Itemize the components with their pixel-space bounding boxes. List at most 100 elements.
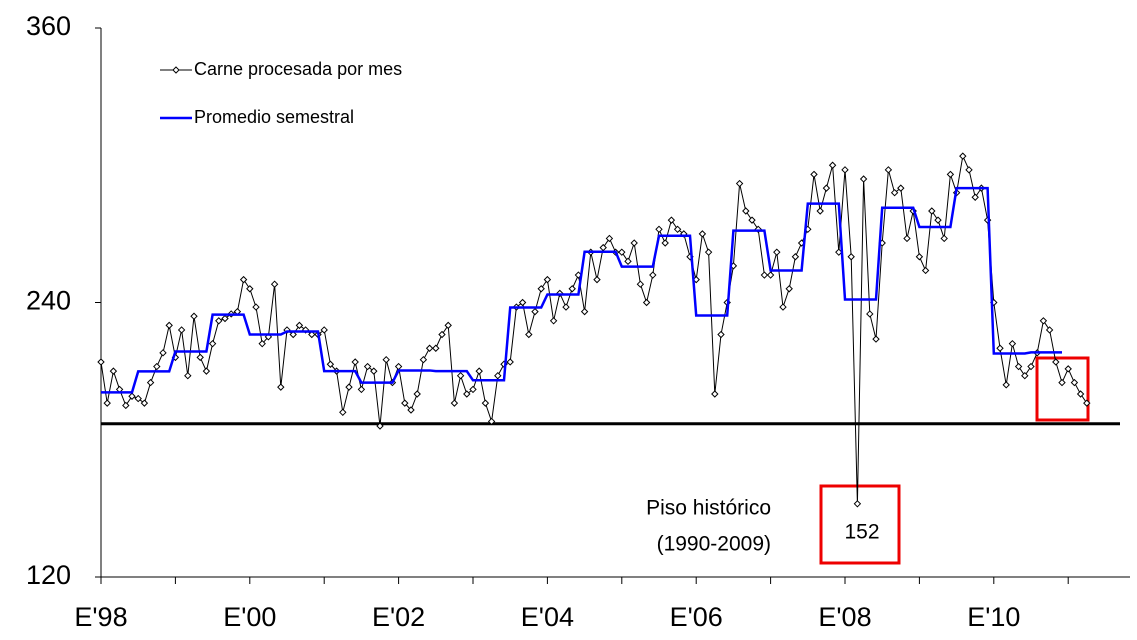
point [549, 317, 558, 325]
point [810, 170, 818, 179]
point [295, 321, 304, 330]
point [146, 378, 155, 387]
point [407, 406, 415, 414]
annotation: (1990-2009) [657, 533, 771, 556]
point [1014, 362, 1023, 371]
point [748, 216, 756, 224]
point [915, 253, 924, 261]
point [469, 385, 477, 394]
point [593, 275, 601, 284]
point [450, 399, 459, 407]
point [959, 152, 967, 160]
point [766, 271, 775, 279]
point [308, 330, 316, 339]
point [921, 266, 930, 275]
point [1002, 381, 1010, 389]
point [351, 358, 359, 366]
point [791, 253, 800, 261]
highlight-box [1035, 356, 1090, 422]
x-tick-label: E'08 [818, 602, 871, 632]
point [847, 253, 855, 261]
point [1021, 371, 1029, 380]
point [996, 344, 1004, 352]
x-tick-label: E'02 [372, 602, 425, 632]
point [853, 500, 862, 508]
point [494, 371, 502, 380]
point [859, 175, 868, 183]
point [475, 367, 483, 375]
x-tick-label: E'04 [521, 602, 574, 632]
point [828, 161, 837, 169]
point [1070, 378, 1079, 387]
point [357, 385, 366, 394]
point [109, 367, 118, 375]
point [481, 399, 490, 407]
point [618, 248, 626, 256]
point [425, 344, 434, 352]
point [580, 307, 589, 316]
point [506, 358, 514, 366]
point [401, 399, 409, 407]
point [742, 207, 750, 215]
y-tick-label: 120 [26, 560, 71, 590]
point [711, 390, 719, 398]
point [531, 307, 539, 316]
point [624, 257, 632, 266]
point [221, 314, 229, 323]
point [463, 390, 471, 398]
point [890, 188, 899, 197]
point [841, 166, 849, 174]
point [419, 355, 428, 364]
point [320, 326, 328, 334]
point [376, 422, 384, 430]
point [518, 298, 527, 307]
point [537, 285, 545, 293]
point [456, 371, 465, 380]
point [444, 321, 452, 330]
point [122, 401, 130, 410]
point [1008, 339, 1017, 348]
point [642, 298, 651, 307]
point [704, 248, 713, 256]
point [215, 317, 223, 325]
point [655, 225, 663, 234]
point [717, 330, 725, 339]
point [1027, 362, 1035, 371]
point [599, 243, 607, 252]
point [773, 248, 781, 256]
legend-marker [172, 66, 180, 74]
point [128, 392, 136, 400]
point [184, 371, 192, 380]
point [971, 193, 979, 201]
point [543, 275, 552, 284]
point [1052, 358, 1060, 366]
point [649, 271, 657, 279]
x-tick-label: E'98 [74, 602, 127, 632]
point [270, 280, 279, 288]
point [394, 362, 403, 371]
point [897, 184, 905, 192]
point [735, 179, 744, 188]
point [661, 239, 669, 247]
point [525, 330, 533, 339]
legend-label: Carne procesada por mes [194, 59, 402, 79]
point [252, 303, 260, 311]
point [208, 339, 217, 348]
point [326, 360, 335, 368]
point [97, 358, 105, 366]
point [760, 271, 769, 279]
point [246, 285, 254, 293]
point [903, 234, 911, 243]
point [190, 312, 198, 320]
x-tick-label: E'10 [967, 602, 1020, 632]
annotation: 152 [844, 521, 879, 544]
series-line [101, 186, 1062, 394]
x-tick-label: E'06 [670, 602, 723, 632]
point [153, 362, 161, 371]
y-tick-label: 360 [26, 11, 71, 41]
point [438, 330, 446, 339]
point [884, 166, 893, 174]
point [103, 399, 111, 407]
point [258, 339, 266, 348]
